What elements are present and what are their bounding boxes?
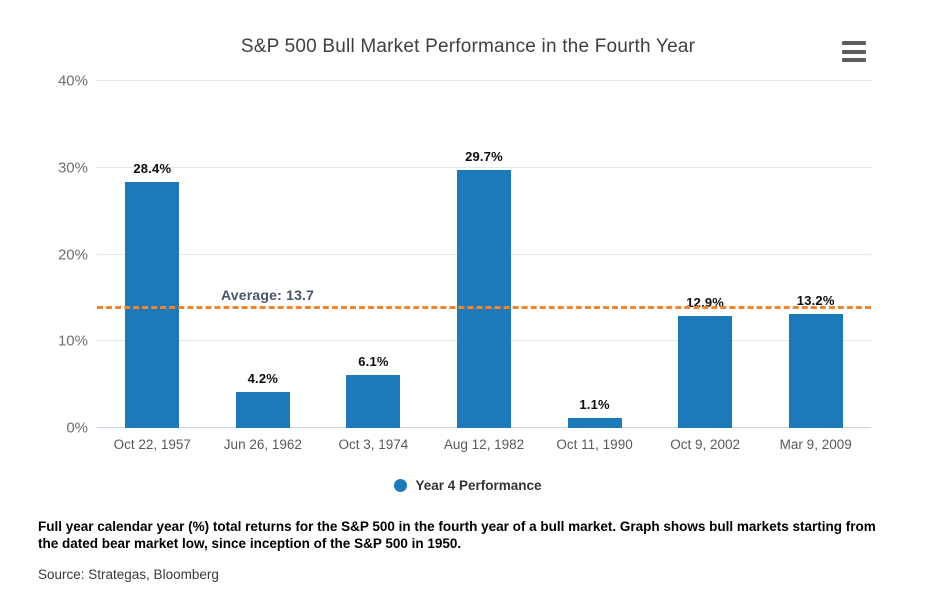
y-axis-labels: 0% 10% 20% 30% 40%: [0, 73, 88, 437]
average-line: [97, 306, 871, 310]
x-tick-label: Oct 22, 1957: [113, 437, 191, 452]
legend-circle-icon: [394, 479, 408, 492]
legend-label: Year 4 Performance: [415, 478, 542, 493]
bar-value-label: 4.2%: [247, 370, 279, 386]
x-tick-label: Oct 3, 1974: [338, 437, 409, 452]
x-tick-label: Aug 12, 1982: [443, 437, 525, 452]
bar-oct-3-1974[interactable]: [346, 375, 401, 428]
x-tick-label: Jun 26, 1962: [223, 437, 302, 452]
chart-legend: Year 4 Performance: [0, 478, 936, 493]
hamburger-bar: [842, 41, 866, 45]
x-axis-labels: Oct 22, 1957 Jun 26, 1962 Oct 3, 1974 Aug 1…: [97, 437, 871, 457]
chart-title: S&P 500 Bull Market Performance in the F…: [240, 36, 696, 57]
bar-oct-9-2002[interactable]: [678, 316, 733, 428]
gridline: [97, 80, 871, 81]
bar-value-label: 29.7%: [465, 149, 503, 165]
y-tick-label: 40%: [57, 72, 88, 90]
y-tick-label: 30%: [57, 159, 88, 177]
bar-value-label: 6.1%: [358, 354, 389, 370]
bar-mar-9-2009[interactable]: [788, 313, 843, 428]
x-tick-label: Oct 9, 2002: [670, 437, 741, 452]
bar-jun-26-1962[interactable]: [235, 391, 290, 428]
chart-footnote: Full year calendar year (%) total return…: [38, 519, 876, 551]
bar-oct-22-1957[interactable]: [125, 181, 180, 428]
x-tick-label: Mar 9, 2009: [779, 437, 852, 452]
plot-area: 28.4% 4.2% 6.1% 29.7% 1.1% 12.9% 13.2% Average:…: [97, 80, 871, 428]
bar-oct-11-1990[interactable]: [567, 418, 622, 428]
gridline: [97, 166, 871, 168]
hamburger-menu-icon[interactable]: [842, 41, 866, 62]
bar-value-label: 13.2%: [796, 292, 835, 308]
hamburger-bar: [842, 49, 866, 54]
y-tick-label: 0%: [66, 419, 88, 437]
legend-item-year4-performance[interactable]: Year 4 Performance: [394, 478, 542, 493]
bar-value-label: 28.4%: [133, 160, 172, 176]
y-tick-label: 20%: [57, 246, 88, 263]
x-tick-label: Oct 11, 1990: [556, 437, 633, 452]
source-credit: Source: Strategas, Bloomberg: [38, 567, 219, 582]
bar-value-label: 1.1%: [579, 397, 610, 413]
y-tick-label: 10%: [57, 332, 88, 350]
bar-aug-12-1982[interactable]: [457, 170, 511, 428]
average-line-label: Average: 13.7: [221, 287, 315, 304]
hamburger-bar: [842, 58, 866, 62]
